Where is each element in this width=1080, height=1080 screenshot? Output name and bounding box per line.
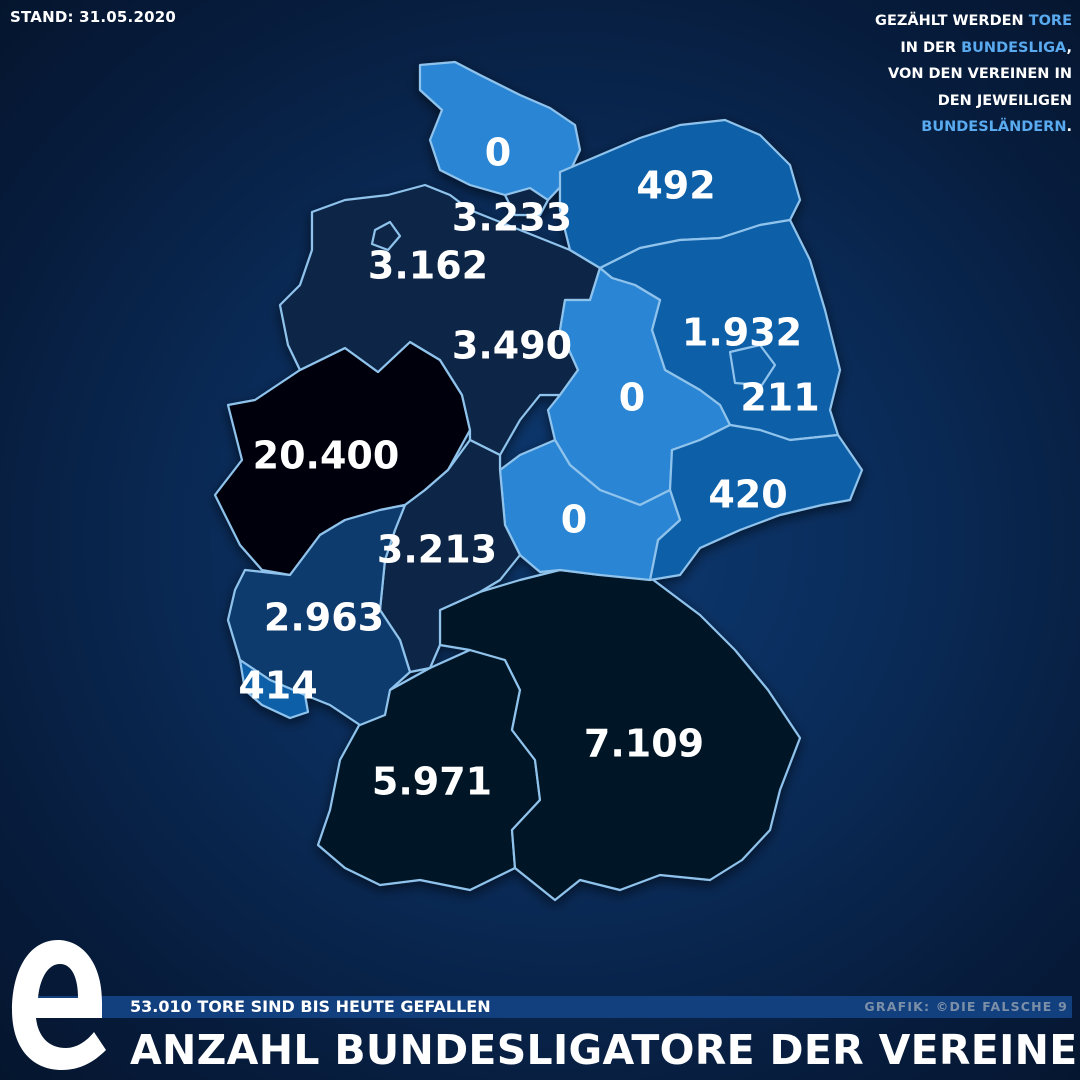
value-baden-wuerttemberg: 5.971 bbox=[372, 760, 492, 804]
value-bremen: 3.490 bbox=[452, 324, 572, 368]
region-berlin bbox=[728, 343, 777, 387]
footer-subtitle: 53.010 TORE SIND BIS HEUTE GEFALLEN bbox=[130, 997, 491, 1016]
region-saarland bbox=[238, 658, 310, 720]
note-line4: DEN JEWEILIGEN bbox=[937, 92, 1072, 109]
value-nordrhein-westfalen: 20.400 bbox=[253, 434, 400, 478]
value-thueringen: 0 bbox=[561, 498, 587, 542]
value-berlin: 211 bbox=[740, 376, 819, 420]
value-mecklenburg-vorpommern: 492 bbox=[636, 164, 715, 208]
value-bayern: 7.109 bbox=[584, 722, 704, 766]
value-hessen: 3.213 bbox=[377, 528, 497, 572]
footer-credit: GRAFIK: ©DIE FALSCHE 9 bbox=[864, 999, 1068, 1014]
footer-bar bbox=[14, 996, 1072, 1018]
value-rheinland-pfalz: 2.963 bbox=[264, 596, 384, 640]
value-brandenburg: 1.932 bbox=[682, 311, 802, 355]
value-saarland: 414 bbox=[238, 664, 317, 708]
note-line5-punct: . bbox=[1066, 119, 1072, 135]
value-schleswig-holstein: 0 bbox=[485, 131, 511, 175]
region-bremen bbox=[370, 220, 402, 252]
value-niedersachsen: 3.162 bbox=[368, 244, 488, 288]
note-line2-punct: , bbox=[1066, 39, 1072, 56]
value-sachsen-anhalt: 0 bbox=[619, 376, 645, 420]
value-sachsen: 420 bbox=[708, 473, 787, 517]
note-line2-highlight: BUNDESLIGA bbox=[961, 39, 1067, 56]
note-line5-highlight: BUNDESLÄNDERN bbox=[921, 119, 1067, 135]
region-thueringen bbox=[498, 438, 682, 582]
explanation-note: GEZÄHLT WERDEN TORE IN DER BUNDESLIGA, V… bbox=[652, 8, 1072, 141]
value-hamburg: 3.233 bbox=[452, 196, 572, 240]
region-niedersachsen bbox=[278, 183, 602, 457]
note-line2-text: IN DER bbox=[900, 39, 962, 56]
die-falsche-9-e-logo-icon bbox=[12, 940, 106, 1070]
region-schleswig-holstein bbox=[418, 60, 582, 202]
page-title: ANZAHL BUNDESLIGATORE DER VEREINE bbox=[130, 1026, 1078, 1074]
note-line3: VON DEN VEREINEN IN bbox=[888, 66, 1072, 82]
region-value-labels: 0 492 3.233 3.162 3.490 1.932 211 0 20.4… bbox=[238, 131, 819, 804]
note-line1-text: GEZÄHLT WERDEN bbox=[875, 13, 1029, 29]
note-line1-highlight: TORE bbox=[1028, 13, 1072, 29]
stand-date: STAND: 31.05.2020 bbox=[10, 8, 176, 26]
